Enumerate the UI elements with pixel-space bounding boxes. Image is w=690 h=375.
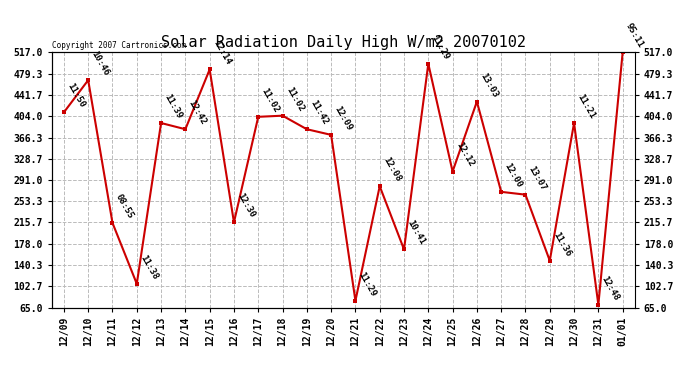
Text: 11:29: 11:29 xyxy=(357,270,378,298)
Text: Copyright 2007 Cartronics.com: Copyright 2007 Cartronics.com xyxy=(52,41,186,50)
Text: 11:29: 11:29 xyxy=(430,33,451,61)
Text: 10:41: 10:41 xyxy=(406,219,426,247)
Text: 11:02: 11:02 xyxy=(259,86,281,114)
Text: 08:55: 08:55 xyxy=(114,192,135,220)
Text: 11:02: 11:02 xyxy=(284,85,305,113)
Title: Solar Radiation Daily High W/m2 20070102: Solar Radiation Daily High W/m2 20070102 xyxy=(161,35,526,50)
Text: 13:03: 13:03 xyxy=(478,71,500,99)
Text: 12:42: 12:42 xyxy=(187,99,208,126)
Text: 12:30: 12:30 xyxy=(235,192,257,219)
Text: 12:08: 12:08 xyxy=(381,156,402,183)
Text: 12:12: 12:12 xyxy=(454,141,475,169)
Text: 12:14: 12:14 xyxy=(211,39,233,67)
Text: 11:39: 11:39 xyxy=(162,93,184,120)
Text: 12:09: 12:09 xyxy=(333,104,354,132)
Text: 95:11: 95:11 xyxy=(624,22,645,50)
Text: 13:07: 13:07 xyxy=(527,164,548,192)
Text: 11:38: 11:38 xyxy=(138,253,159,281)
Text: 11:36: 11:36 xyxy=(551,230,573,258)
Text: 12:00: 12:00 xyxy=(502,161,524,189)
Text: 12:48: 12:48 xyxy=(600,274,621,302)
Text: 11:50: 11:50 xyxy=(66,82,86,110)
Text: 11:21: 11:21 xyxy=(575,93,597,120)
Text: 11:42: 11:42 xyxy=(308,99,329,126)
Text: 10:46: 10:46 xyxy=(90,50,111,77)
